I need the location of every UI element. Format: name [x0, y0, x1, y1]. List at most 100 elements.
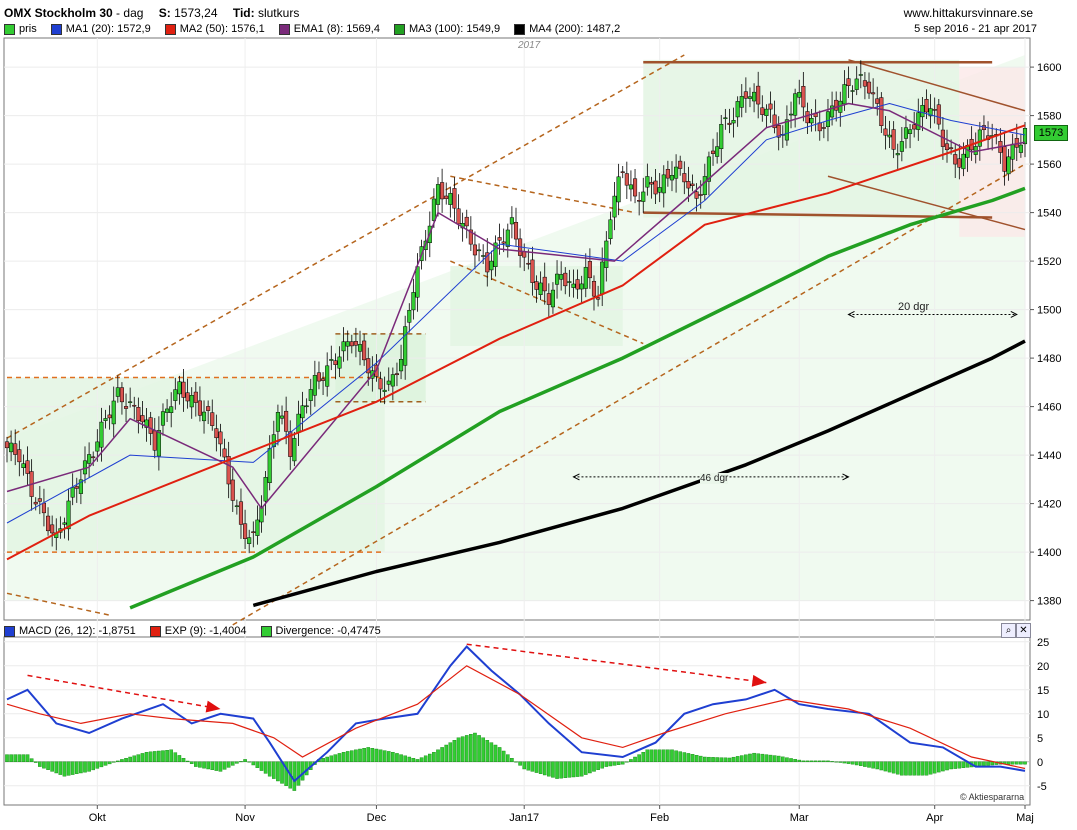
divergence-bar: [850, 761, 855, 765]
divergence-bar: [169, 749, 173, 762]
candle-down: [649, 182, 654, 185]
legend-swatch-divergence: [260, 625, 272, 637]
divergence-bar: [17, 754, 22, 762]
candle-down: [362, 340, 367, 361]
divergence-bar: [1023, 761, 1027, 765]
candle-up: [793, 93, 798, 116]
candle-up: [731, 119, 736, 124]
divergence-bar: [403, 755, 407, 762]
candle-down: [563, 272, 568, 287]
divergence-bar: [181, 758, 186, 763]
candle-up: [169, 406, 174, 413]
candle-up: [62, 522, 67, 525]
divergence-bar: [189, 761, 194, 764]
candle-down: [760, 107, 765, 115]
divergence-bar: [263, 761, 268, 774]
divergence-bar: [530, 761, 535, 772]
divergence-bar: [185, 760, 190, 762]
divergence-bar: [686, 753, 691, 763]
candle-up: [415, 266, 420, 298]
divergence-bar: [395, 753, 399, 763]
candle-down: [485, 252, 490, 273]
divergence-bar: [920, 761, 925, 776]
range-zone-2: [335, 333, 426, 402]
candle-down: [694, 191, 699, 199]
divergence-bar: [87, 761, 91, 772]
arrow-20-dgr-head-right: [1010, 311, 1018, 318]
divergence-bar: [571, 761, 576, 778]
candle-up: [1006, 156, 1011, 175]
divergence-bar: [682, 752, 687, 763]
legend-swatch-ma2: [164, 23, 176, 35]
candle-down: [526, 262, 531, 265]
candle-up: [304, 405, 309, 408]
divergence-bar: [653, 749, 658, 762]
candle-down: [591, 280, 597, 297]
last-label: S:: [158, 6, 171, 20]
candle-up: [928, 108, 933, 117]
divergence-bar: [276, 761, 280, 782]
candle-up: [735, 101, 740, 118]
site-link[interactable]: www.hittakursvinnare.se: [903, 6, 1033, 20]
candle-up: [579, 283, 584, 290]
candle-down: [152, 430, 157, 451]
candle-up: [279, 415, 285, 419]
candle-down: [210, 412, 215, 426]
divergence-bar: [859, 761, 863, 766]
candle-down: [756, 85, 761, 105]
divergence-bar: [596, 761, 600, 770]
divergence-bar: [362, 748, 366, 763]
divergence-bar: [666, 749, 670, 762]
candle-up: [854, 78, 859, 90]
divergence-bar: [514, 761, 518, 763]
close-panel-icon[interactable]: ✕: [1016, 623, 1031, 638]
divergence-bar: [957, 761, 962, 769]
candle-down: [772, 114, 777, 129]
divergence-bar: [867, 761, 871, 768]
zoom-icon[interactable]: ⌕: [1001, 623, 1016, 638]
candle-down: [953, 154, 958, 165]
divergence-bar: [826, 760, 830, 763]
candle-up: [357, 344, 363, 352]
legend-item-ma4: MA4 (200): 1487,2: [514, 23, 620, 35]
candle-down: [871, 92, 876, 95]
divergence-bar: [744, 754, 748, 763]
divergence-bar: [842, 761, 847, 764]
candle-up: [128, 401, 133, 403]
divergence-bar: [267, 761, 272, 777]
x-tick-label: Dec: [367, 812, 387, 824]
divergence-bar: [473, 732, 477, 762]
divergence-bar: [247, 761, 251, 763]
legend-item-exp: EXP (9): -1,4004: [149, 625, 247, 637]
exp-line: [6, 665, 1026, 770]
legend-item-macd: MACD (26, 12): -1,8751: [4, 625, 136, 637]
divergence-bar: [161, 750, 165, 762]
divergence-bar: [838, 761, 843, 763]
candle-up: [616, 176, 621, 203]
candle-down: [542, 276, 547, 292]
candle-up: [903, 127, 909, 139]
divergence-bar: [895, 761, 900, 775]
candle-down: [50, 524, 55, 534]
candle-down: [501, 241, 506, 244]
divergence-bar: [456, 737, 461, 762]
divergence-bar: [555, 761, 559, 779]
divergence-bar: [239, 761, 243, 763]
candle-down: [4, 441, 10, 449]
top-range-zone: [643, 59, 960, 218]
candle-up: [559, 274, 564, 280]
candle-down: [944, 143, 950, 151]
divergence-bar: [370, 748, 375, 763]
divergence-bar: [374, 748, 379, 763]
divergence-bar: [391, 752, 395, 763]
divergence-bar: [21, 754, 26, 762]
candle-up: [747, 96, 753, 99]
candle-down: [37, 498, 42, 502]
candle-up: [382, 389, 387, 392]
candle-up: [739, 96, 744, 108]
candle-up: [173, 389, 178, 401]
legend-label-macd: MACD (26, 12): -1,8751: [19, 625, 136, 637]
candle-up: [961, 153, 966, 170]
index-title: OMX Stockholm 30: [4, 6, 113, 20]
macd-y-tick-label: 5: [1037, 733, 1043, 745]
